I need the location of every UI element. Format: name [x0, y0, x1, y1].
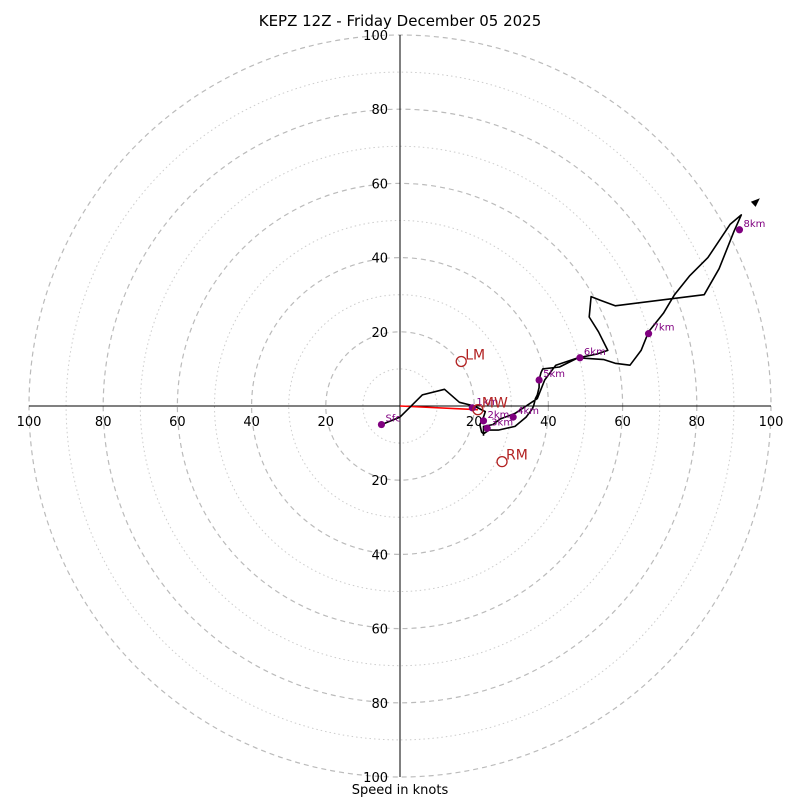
height-label-2km: 2km [487, 410, 509, 421]
y-tick-label: 60 [371, 177, 388, 192]
y-tick-label: 100 [363, 771, 388, 786]
height-point-7km [644, 330, 653, 338]
y-tick-label: 100 [363, 29, 388, 44]
x-tick-label: 40 [540, 415, 557, 430]
height-label-6km: 6km [584, 347, 606, 358]
storm-label-LM: LM [465, 347, 485, 363]
x-tick-label: 20 [318, 415, 335, 430]
y-tick-label: 40 [371, 548, 388, 563]
height-point-5km [535, 376, 543, 384]
height-label-4km: 4km [517, 406, 539, 417]
height-label-Sfc: Sfc [385, 414, 400, 425]
chart-title: KEPZ 12Z - Friday December 05 2025 [258, 12, 542, 30]
storm-label-MW: MW [482, 396, 508, 412]
height-label-8km: 8km [743, 219, 765, 230]
y-tick-label: 20 [371, 326, 388, 341]
x-tick-label: 40 [243, 415, 260, 430]
y-tick-label: 80 [371, 103, 388, 118]
height-label-5km: 5km [543, 369, 565, 380]
height-label-7km: 7km [653, 323, 675, 334]
x-tick-label: 80 [689, 415, 706, 430]
x-tick-label: 100 [759, 415, 784, 430]
mean-wind-vector [399, 405, 478, 411]
x-tick-label: 80 [95, 415, 112, 430]
x-axis-label: Speed in knots [351, 783, 449, 798]
height-label-3km: 3km [491, 417, 513, 428]
height-point-4km [509, 413, 517, 421]
height-point-2km [479, 417, 488, 425]
x-tick-label: 100 [17, 415, 42, 430]
storm-marker-RM [496, 455, 508, 468]
x-tick-label: 20 [466, 415, 483, 430]
height-point-3km [483, 424, 491, 432]
hodograph-trace-layer [381, 198, 760, 436]
y-tick-label: 60 [371, 623, 388, 638]
storm-motion-layer: LM MW RM [455, 347, 528, 468]
y-tick-label: 40 [371, 252, 388, 267]
hodograph-trace [381, 214, 743, 436]
trace-arrowhead [750, 198, 760, 207]
y-tick-label: 80 [371, 697, 388, 712]
storm-label-RM: RM [506, 448, 528, 464]
height-label-1km: 1km [476, 397, 498, 408]
storm-marker-MW [472, 404, 484, 416]
height-point-6km [576, 354, 584, 362]
x-tick-label: 60 [614, 415, 631, 430]
storm-marker-LM [455, 355, 467, 368]
height-point-Sfc [377, 420, 386, 429]
y-tick-label: 20 [371, 474, 388, 489]
x-tick-label: 60 [169, 415, 186, 430]
mean-wind-vector-layer [399, 405, 478, 411]
height-point-8km [735, 226, 744, 234]
tick-labels: 100 80 60 40 20 20 40 60 80 100 100 80 60 40 20 20 40 60 8… [17, 29, 784, 786]
